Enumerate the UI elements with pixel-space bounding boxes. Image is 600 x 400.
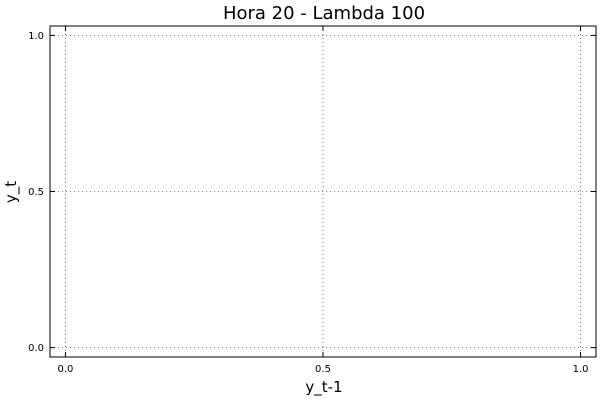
y-tick-label: 0.0: [28, 343, 44, 354]
x-axis-label: y_t-1: [305, 378, 342, 397]
y-tick-label: 1.0: [28, 31, 44, 42]
plot-frame: [49, 25, 597, 358]
x-tick-label: 0.5: [315, 364, 331, 375]
y-axis-label: y_t: [2, 181, 21, 203]
y-tick-label: 0.5: [28, 187, 44, 198]
grid: [50, 26, 596, 357]
ticks: 0.0 0.5 1.0 0.0 0.5 1.0: [28, 26, 596, 375]
chart-title: Hora 20 - Lambda 100: [223, 3, 425, 24]
x-tick-label: 1.0: [573, 364, 589, 375]
x-tick-label: 0.0: [57, 364, 73, 375]
